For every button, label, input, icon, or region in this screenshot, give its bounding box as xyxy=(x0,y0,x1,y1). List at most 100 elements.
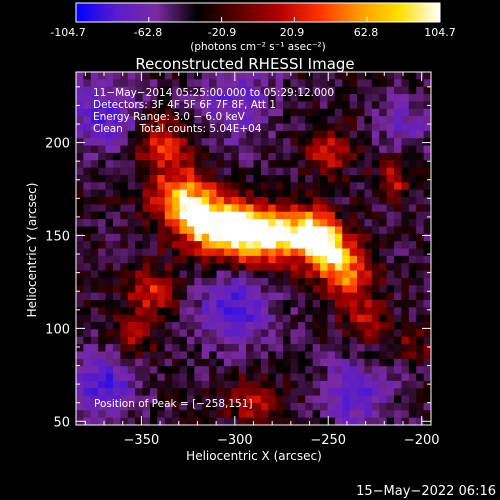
heatmap-cell xyxy=(164,277,173,286)
heatmap-cell xyxy=(194,130,203,139)
heatmap-cell xyxy=(157,204,166,213)
heatmap-cell xyxy=(201,351,210,360)
heatmap-cell xyxy=(194,322,203,330)
heatmap-cell xyxy=(357,270,365,279)
heatmap-cell xyxy=(149,255,158,264)
heatmap-cell xyxy=(305,395,314,404)
heatmap-cell xyxy=(246,366,254,374)
heatmap-cell xyxy=(371,72,380,80)
heatmap-cell xyxy=(246,285,254,294)
plot-date-stamp: 15−May−2022 06:16 xyxy=(356,484,496,499)
heatmap-cell xyxy=(357,138,365,146)
heatmap-cell xyxy=(283,167,291,176)
heatmap-cell xyxy=(246,204,254,213)
heatmap-cell xyxy=(312,255,321,264)
heatmap-cell xyxy=(312,226,321,235)
heatmap-cell xyxy=(164,241,173,249)
heatmap-cell xyxy=(253,358,262,367)
heatmap-cell xyxy=(186,86,195,95)
heatmap-cell xyxy=(305,292,314,301)
heatmap-cell xyxy=(98,373,106,382)
heatmap-cell xyxy=(371,263,380,271)
heatmap-cell xyxy=(386,366,395,374)
heatmap-cell xyxy=(327,351,336,360)
annotation-clean-counts: Clean Total counts: 5.04E+04 xyxy=(93,123,262,135)
axis-ticks xyxy=(76,72,431,425)
heatmap-cell xyxy=(194,138,203,146)
heatmap-cell xyxy=(112,189,121,198)
heatmap-cell xyxy=(342,116,351,124)
heatmap-cell xyxy=(364,373,373,382)
heatmap-cell xyxy=(135,116,143,124)
heatmap-cell xyxy=(238,101,247,110)
heatmap-cell xyxy=(149,116,158,124)
heatmap-cell xyxy=(142,211,151,220)
heatmap-cell xyxy=(297,248,306,257)
heatmap-cell xyxy=(305,402,314,411)
heatmap-cell xyxy=(253,219,262,227)
heatmap-cell xyxy=(305,388,314,396)
heatmap-cell xyxy=(164,79,173,88)
heatmap-cell xyxy=(253,329,262,338)
heatmap-cell xyxy=(186,380,195,389)
heatmap-cell xyxy=(98,263,106,271)
heatmap-cell xyxy=(90,123,99,132)
heatmap-cell xyxy=(268,402,277,411)
heatmap-cell xyxy=(216,174,225,183)
heatmap-cell xyxy=(201,138,210,146)
heatmap-cell xyxy=(423,329,432,338)
heatmap-cell xyxy=(164,351,173,360)
heatmap-cell xyxy=(105,79,114,88)
heatmap-cell xyxy=(238,255,247,264)
heatmap-cell xyxy=(253,72,262,80)
heatmap-cell xyxy=(379,145,388,154)
heatmap-cell xyxy=(135,189,143,198)
heatmap-cell xyxy=(127,248,136,257)
heatmap-cell xyxy=(305,86,314,95)
heatmap-cell xyxy=(246,182,254,191)
heatmap-cell xyxy=(357,402,365,411)
heatmap-cell xyxy=(179,351,188,360)
heatmap-cell xyxy=(342,211,351,220)
heatmap-cell xyxy=(157,329,166,338)
heatmap-cell xyxy=(172,116,180,124)
heatmap-cell xyxy=(164,116,173,124)
heatmap-cell xyxy=(290,263,299,271)
heatmap-cell xyxy=(216,322,225,330)
heatmap-cell xyxy=(268,86,277,95)
heatmap-cell xyxy=(164,395,173,404)
heatmap-cell xyxy=(423,380,432,389)
heatmap-cell xyxy=(194,314,203,323)
heatmap-cell xyxy=(275,285,284,294)
heatmap-cell xyxy=(105,123,114,132)
heatmap-cell xyxy=(349,248,358,257)
heatmap-cell xyxy=(327,307,336,316)
heatmap-cell xyxy=(164,402,173,411)
heatmap-cell xyxy=(312,145,321,154)
x-tick-label-3: −200 xyxy=(404,433,440,448)
heatmap-cell xyxy=(223,101,232,110)
heatmap-cell xyxy=(260,130,269,139)
heatmap-cell xyxy=(98,189,106,198)
heatmap-cell xyxy=(90,307,99,316)
heatmap-cell xyxy=(408,388,417,396)
heatmap-cell xyxy=(149,358,158,367)
heatmap-cell xyxy=(238,145,247,154)
heatmap-cell xyxy=(112,322,121,330)
heatmap-cell xyxy=(349,292,358,301)
heatmap-cell xyxy=(349,79,358,88)
heatmap-cell xyxy=(327,344,336,352)
heatmap-cell xyxy=(364,79,373,88)
heatmap-cell xyxy=(297,211,306,220)
heatmap-cell xyxy=(260,219,269,227)
heatmap-cell xyxy=(164,167,173,176)
heatmap-cell xyxy=(135,219,143,227)
heatmap-cell xyxy=(386,145,395,154)
heatmap-cell xyxy=(320,116,328,124)
heatmap-cell xyxy=(364,226,373,235)
heatmap-cell xyxy=(349,285,358,294)
heatmap-cell xyxy=(142,336,151,345)
heatmap-cell xyxy=(371,189,380,198)
heatmap-cell xyxy=(179,299,188,308)
heatmap-cell xyxy=(172,101,180,110)
